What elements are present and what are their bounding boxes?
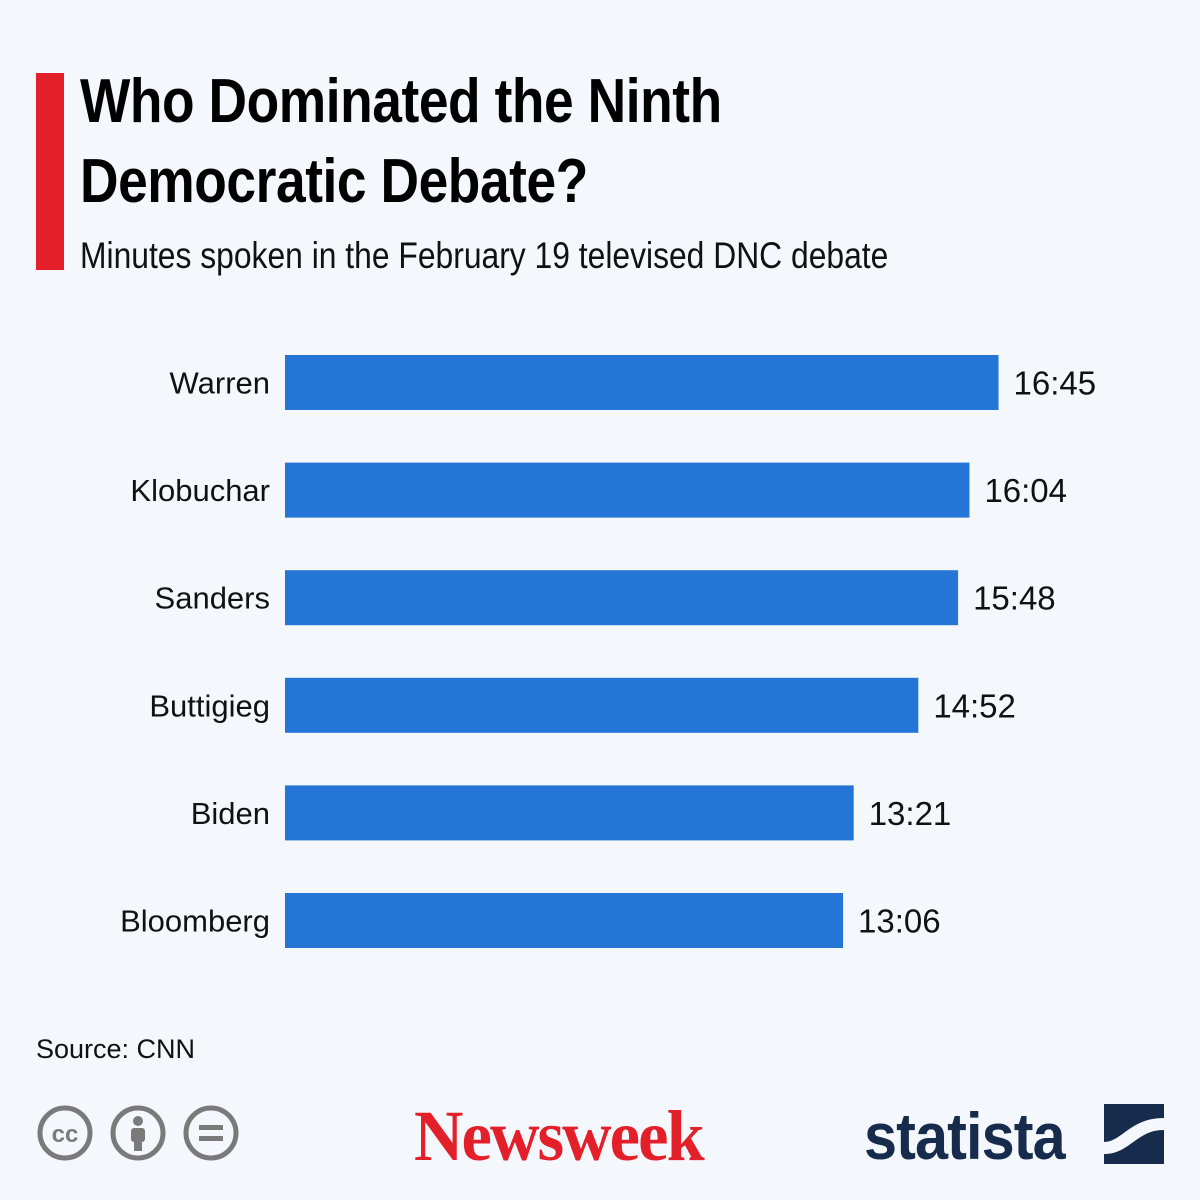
value-label: 13:21 — [869, 795, 952, 832]
bar-group-klobuchar: Klobuchar 16:04 — [130, 462, 1067, 518]
value-label: 16:04 — [984, 472, 1067, 509]
value-label: 13:06 — [858, 903, 941, 940]
newsweek-logo: Newsweek — [414, 1096, 705, 1176]
no-derivatives-icon — [183, 1105, 239, 1161]
statista-logo-icon — [1104, 1104, 1164, 1164]
title-accent-bar — [36, 73, 64, 270]
creative-commons-icon: cc — [37, 1105, 93, 1161]
bar — [285, 570, 959, 626]
category-label: Warren — [170, 366, 270, 401]
statista-wordmark: statista — [864, 1099, 1066, 1173]
category-label: Bloomberg — [120, 904, 270, 939]
category-label: Klobuchar — [130, 473, 270, 508]
bar — [285, 462, 970, 518]
license-icons: cc — [37, 1105, 239, 1161]
bar-group-sanders: Sanders 15:48 — [155, 570, 1056, 626]
bar — [285, 785, 854, 841]
category-label: Biden — [191, 796, 270, 831]
bar-group-buttigieg: Buttigieg 14:52 — [149, 677, 1016, 733]
bar-chart: Warren 16:45 Klobuchar 16:04 Sanders 15:48 But… — [120, 355, 1097, 948]
chart-title: Who Dominated the Ninth Democratic Debat… — [80, 67, 722, 216]
bar-group-warren: Warren 16:45 — [170, 355, 1097, 410]
chart-subtitle: Minutes spoken in the February 19 televi… — [80, 235, 889, 276]
category-label: Buttigieg — [149, 688, 270, 723]
bar — [285, 893, 844, 948]
svg-text:cc: cc — [52, 1121, 79, 1148]
source-note: Source: CNN — [36, 1034, 196, 1064]
category-label: Sanders — [155, 581, 270, 616]
value-label: 15:48 — [973, 580, 1056, 617]
value-label: 14:52 — [933, 687, 1016, 724]
bar — [285, 355, 999, 410]
bar-group-biden: Biden 13:21 — [191, 785, 952, 841]
attribution-person-icon — [110, 1105, 166, 1161]
bar-group-bloomberg: Bloomberg 13:06 — [120, 893, 941, 948]
bar — [285, 677, 919, 733]
value-label: 16:45 — [1014, 365, 1097, 402]
